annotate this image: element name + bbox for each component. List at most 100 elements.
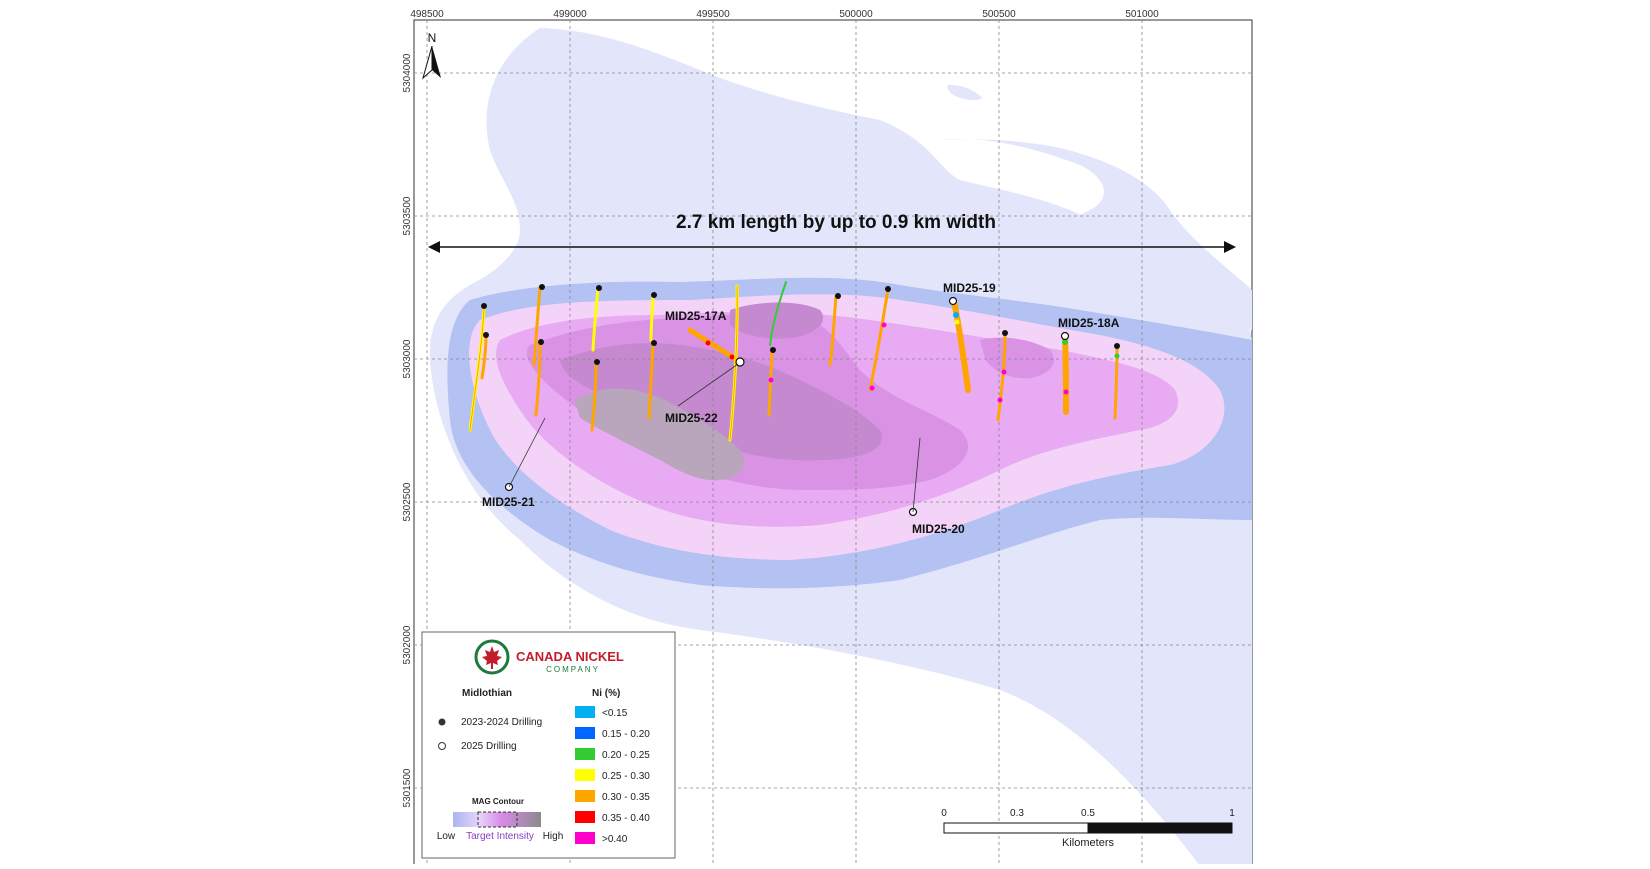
easting-tick-3: 499500 <box>696 9 730 20</box>
mag-contour-grey <box>575 388 744 481</box>
drill-trace <box>647 341 655 420</box>
scale-unit: Kilometers <box>1062 837 1114 849</box>
drill-trace <box>996 333 1007 422</box>
mag-contour-pink-east <box>980 337 1054 379</box>
scale-label-1: 1 <box>1229 808 1235 819</box>
collar-2023 <box>594 359 600 365</box>
hole-label-mid25-19: MID25-19 <box>943 281 996 295</box>
ni-class-label: <0.15 <box>602 708 628 719</box>
legend-project: Midlothian <box>462 688 512 699</box>
legend-symbol-2025: 2025 Drilling <box>461 741 517 752</box>
leader-lines <box>508 363 921 513</box>
drill-trace <box>532 285 542 367</box>
collar-2023 <box>483 332 489 338</box>
scale-bar: 0 0.3 0.5 1 Kilometers <box>941 808 1235 849</box>
legend-mag-low: Low <box>437 831 456 842</box>
mag-contour-blip <box>947 84 982 101</box>
ni-class-label: 0.20 - 0.25 <box>602 750 650 761</box>
maple-leaf-icon <box>482 646 502 669</box>
ni-swatch <box>575 748 595 760</box>
mag-target-box <box>477 811 518 828</box>
scale-label-03: 0.3 <box>1010 808 1024 819</box>
northing-tick-3: 5303000 <box>402 339 413 378</box>
headline-text: 2.7 km length by up to 0.9 km width <box>676 212 996 233</box>
drill-trace <box>1062 335 1069 415</box>
ni-swatch <box>575 706 595 718</box>
collar-2025 <box>948 296 958 306</box>
drill-trace <box>828 294 838 367</box>
ni-swatch <box>575 790 595 802</box>
northing-tick-5: 5302000 <box>402 625 413 664</box>
mag-contour-mauve-upper <box>730 302 824 339</box>
hole-label-mid25-22: MID25-22 <box>665 411 718 425</box>
collar-2023 <box>1114 343 1120 349</box>
ni-swatch <box>575 811 595 823</box>
drill-trace <box>1113 345 1119 420</box>
drill-collars <box>481 284 1120 517</box>
collar-2023 <box>770 347 776 353</box>
ni-class-label: >0.40 <box>602 834 628 845</box>
drill-trace <box>868 287 890 392</box>
northing-tick-4: 5302500 <box>402 482 413 521</box>
mag-contours <box>429 28 1252 866</box>
extent-arrow <box>428 241 1236 253</box>
drill-trace <box>767 348 774 417</box>
collar-2023 <box>651 292 657 298</box>
collar-2023 <box>885 286 891 292</box>
drill-trace <box>951 299 971 393</box>
north-label: N <box>428 31 437 45</box>
legend-mag-title: MAG Contour <box>472 797 524 806</box>
easting-ticks: 498500 499000 499500 500000 500500 50100… <box>410 9 1159 20</box>
company-logo <box>474 639 510 675</box>
collar-2023 <box>651 340 657 346</box>
ni-class-label: 0.35 - 0.40 <box>602 813 650 824</box>
ni-class-label: 0.15 - 0.20 <box>602 729 650 740</box>
legend: CANADA NICKEL COMPANY Midlothian 2023-20… <box>421 631 676 859</box>
legend-mag-high: High <box>543 831 564 842</box>
mag-contour-lightest-upper <box>940 139 1252 330</box>
easting-tick-1: 498500 <box>410 9 444 20</box>
collar-2025 <box>1060 331 1070 341</box>
hole-label-mid25-21: MID25-21 <box>482 495 535 509</box>
drill-trace <box>469 305 485 431</box>
legend-mag-target: Target Intensity <box>466 831 534 842</box>
drill-trace <box>534 340 542 417</box>
mag-gradient-bar <box>453 812 541 827</box>
ni-swatch <box>575 832 595 844</box>
collar-2023 <box>481 303 487 309</box>
collar-2023 <box>596 285 602 291</box>
map-grid <box>414 20 1252 866</box>
northing-tick-6: 5301500 <box>402 768 413 807</box>
ni-swatch <box>575 727 595 739</box>
ni-class-label: 0.30 - 0.35 <box>602 792 650 803</box>
collar-2023 <box>835 293 841 299</box>
easting-tick-4: 500000 <box>839 9 873 20</box>
northing-ticks: 5304000 5303500 5303000 5302500 5302000 … <box>402 53 413 807</box>
hole-label-mid25-20: MID25-20 <box>912 522 965 536</box>
legend-ni-title: Ni (%) <box>592 688 620 699</box>
easting-tick-2: 499000 <box>553 9 587 20</box>
hole-label-mid25-18a: MID25-18A <box>1058 316 1120 330</box>
drill-trace <box>480 333 488 380</box>
ni-legend-swatches: <0.15 0.15 - 0.20 0.20 - 0.25 0.25 - 0.3… <box>575 706 650 845</box>
drill-trace <box>769 281 787 346</box>
mag-contour-mauve <box>560 343 882 461</box>
ni-swatch <box>575 769 595 781</box>
drill-trace <box>590 360 598 432</box>
collar-2023 <box>539 284 545 290</box>
drill-trace <box>591 286 600 352</box>
easting-tick-6: 501000 <box>1125 9 1159 20</box>
collar-2023 <box>538 339 544 345</box>
northing-tick-2: 5303500 <box>402 196 413 235</box>
company-sub: COMPANY <box>546 665 600 674</box>
easting-tick-5: 500500 <box>982 9 1016 20</box>
drill-trace <box>649 293 655 342</box>
company-name: CANADA NICKEL <box>516 649 624 664</box>
ni-class-label: 0.25 - 0.30 <box>602 771 650 782</box>
scale-label-0: 0 <box>941 808 947 819</box>
legend-symbol-2023: 2023-2024 Drilling <box>461 717 542 728</box>
northing-tick-1: 5304000 <box>402 53 413 92</box>
collar-2023 <box>1002 330 1008 336</box>
